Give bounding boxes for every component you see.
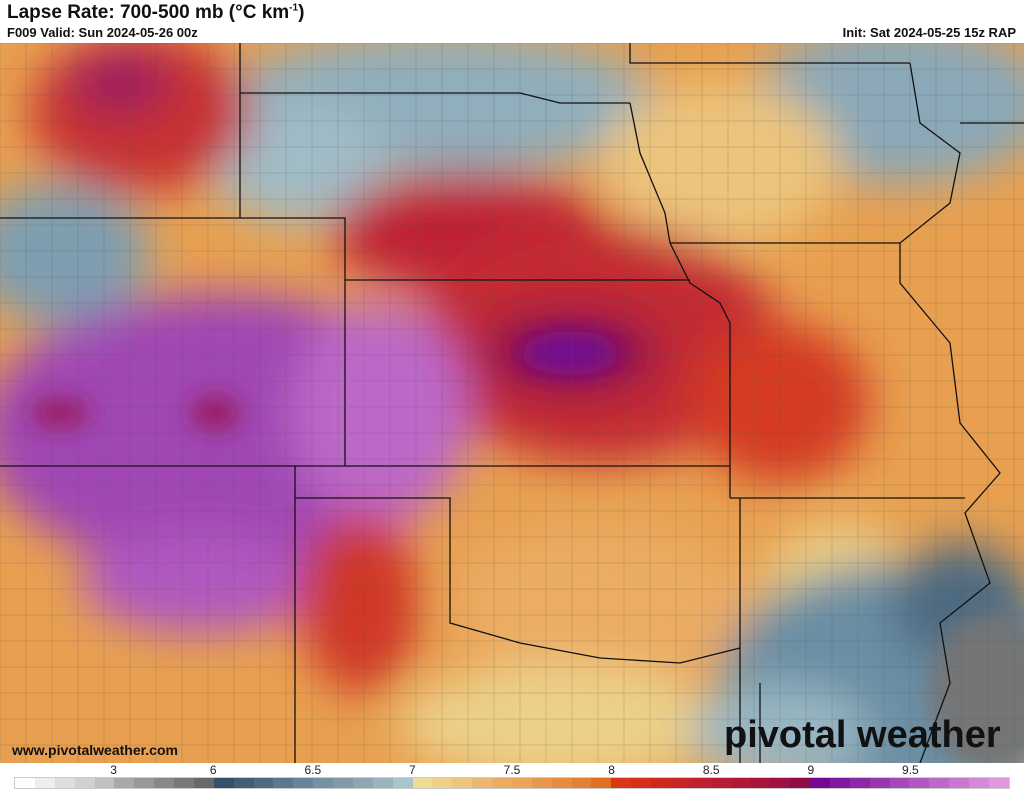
colorbar-cell (750, 778, 771, 788)
valid-time: F009 Valid: Sun 2024-05-26 00z (7, 25, 198, 40)
colorbar-cell (233, 778, 254, 788)
colorbar-cell (889, 778, 910, 788)
colorbar-cell (492, 778, 512, 788)
colorbar-cell (988, 778, 1009, 788)
colorbar-cell (710, 778, 731, 788)
colorbar-cell (969, 778, 989, 788)
colorbar-label: 9.5 (902, 763, 919, 777)
colorbar-cell (591, 778, 612, 788)
colorbar-cell (869, 778, 890, 788)
colorbar-cell (611, 778, 632, 788)
county-borders (0, 43, 1024, 763)
colorbar-cell (352, 778, 373, 788)
website-url: www.pivotalweather.com (12, 742, 178, 758)
colorbar-cell (909, 778, 930, 788)
colorbar-cell (34, 778, 55, 788)
colorbar-cell (829, 778, 850, 788)
colorbar-label: 9 (807, 763, 815, 777)
colorbar-cell (213, 778, 234, 788)
colorbar-cell (949, 778, 969, 788)
colorbar-cell (134, 778, 155, 788)
init-time: Init: Sat 2024-05-25 15z RAP (842, 25, 1016, 40)
colorbar-cell (810, 778, 830, 788)
colorbar-cell (114, 778, 135, 788)
colorbar-label: 6.5 (304, 763, 322, 777)
colorbar-cell (432, 778, 453, 788)
colorbar-cell (770, 778, 791, 788)
colorbar-cell (511, 778, 532, 788)
colorbar-cell (193, 778, 214, 788)
colorbar-cell (790, 778, 810, 788)
colorbar-label: 7 (409, 763, 416, 777)
colorbar-cell (313, 778, 333, 788)
colorbar-cell (174, 778, 194, 788)
colorbar-cell (253, 778, 274, 788)
colorbar-cell (94, 778, 115, 788)
colorbar-label: 6 (209, 763, 217, 777)
colorbar-cell (154, 778, 174, 788)
colorbar-cell (273, 778, 294, 788)
map-title: Lapse Rate: 700-500 mb (°C km-1) (7, 2, 304, 24)
colorbar-cell (690, 778, 711, 788)
title-text: Lapse Rate: 700-500 mb (°C km (7, 2, 290, 23)
title-end: ) (298, 2, 305, 23)
colorbar-label: 7.5 (503, 763, 521, 777)
lapse-rate-map (0, 43, 1024, 763)
colorbar-label: 3 (110, 763, 117, 777)
colorbar-cell (15, 778, 35, 788)
colorbar-cell (412, 778, 433, 788)
colorbar-cell (452, 778, 473, 788)
colorbar-cell (929, 778, 950, 788)
colorbar-cell (571, 778, 592, 788)
title-superscript: -1 (289, 2, 299, 14)
colorbar-cell (372, 778, 393, 788)
colorbar-label: 8 (608, 763, 615, 777)
colorbar-cell (293, 778, 314, 788)
colorbar-cell (333, 778, 353, 788)
colorbar-label: 8.5 (702, 763, 720, 777)
colorbar-cell (651, 778, 671, 788)
colorbar-cell (551, 778, 572, 788)
colorbar-cell (670, 778, 691, 788)
colorbar-cell (392, 778, 413, 788)
colorbar-cell (54, 778, 75, 788)
pivotal-weather-logo: pivotal weather (724, 714, 1001, 756)
colorbar-cell (472, 778, 492, 788)
colorbar-labels: 3 6 6.5 7 7.5 8 8.5 9 9.5 (0, 763, 1024, 777)
colorbar-cell (730, 778, 751, 788)
colorbar-cell (849, 778, 870, 788)
colorbar-cell (74, 778, 95, 788)
colorbar (14, 777, 1010, 789)
colorbar-cell (531, 778, 552, 788)
colorbar-cell (631, 778, 651, 788)
state-borders (0, 43, 1024, 763)
